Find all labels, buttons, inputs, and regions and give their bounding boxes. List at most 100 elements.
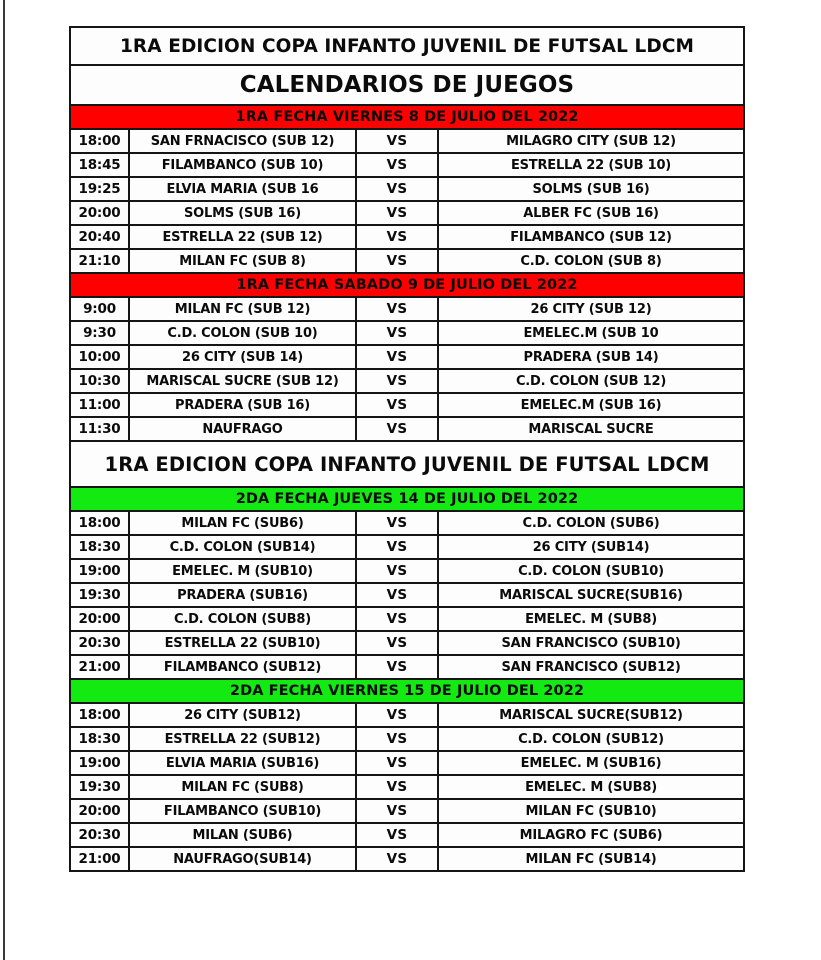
game-time: 18:30 <box>69 726 130 752</box>
table-row: 20:00 C.D. COLON (SUB8) VS EMELEC. M (SUB8) <box>69 606 746 632</box>
table-row: 19:00 ELVIA MARIA (SUB16) VS EMELEC. M (SUB… <box>69 750 746 776</box>
vs-label: VS <box>355 726 439 752</box>
home-team: PRADERA (SUB 16) <box>128 392 357 418</box>
away-team: C.D. COLON (SUB 12) <box>436 368 746 394</box>
tournament-title: 1RA EDICION COPA INFANTO JUVENIL DE FUTS… <box>68 26 746 66</box>
home-team: FILAMBANCO (SUB10) <box>128 798 357 824</box>
away-team: EMELEC. M (SUB16) <box>436 750 746 776</box>
calendar-subtitle: CALENDARIOS DE JUEGOS <box>68 64 746 106</box>
home-team: EMELEC. M (SUB10) <box>128 558 357 584</box>
table-row: 10:00 26 CITY (SUB 14) VS PRADERA (SUB 14) <box>69 344 746 370</box>
vs-label: VS <box>355 344 439 370</box>
vs-label: VS <box>355 176 439 202</box>
table-row: 11:00 PRADERA (SUB 16) VS EMELEC.M (SUB 16) <box>69 392 746 418</box>
game-time: 11:00 <box>69 392 130 418</box>
vs-label: VS <box>355 200 439 226</box>
vs-label: VS <box>355 128 439 154</box>
vs-label: VS <box>355 152 439 178</box>
home-team: MARISCAL SUCRE (SUB 12) <box>128 368 357 394</box>
fecha-header-row: 2DA FECHA VIERNES 15 DE JULIO DEL 2022 <box>68 678 746 704</box>
away-team: C.D. COLON (SUB12) <box>436 726 746 752</box>
fecha-header-2: 1RA FECHA SABADO 9 DE JULIO DEL 2022 <box>68 272 746 298</box>
vs-label: VS <box>355 224 439 250</box>
table-row: 18:00 26 CITY (SUB12) VS MARISCAL SUCRE(SUB… <box>69 702 746 728</box>
vs-label: VS <box>355 630 439 656</box>
vs-label: VS <box>355 774 439 800</box>
vs-label: VS <box>355 510 439 536</box>
game-time: 19:30 <box>69 582 130 608</box>
table-row: 21:00 FILAMBANCO (SUB12) VS SAN FRANCISCO (… <box>69 654 746 680</box>
page-edge-line <box>3 0 5 960</box>
table-row: 18:30 ESTRELLA 22 (SUB12) VS C.D. COLON (SU… <box>69 726 746 752</box>
home-team: ELVIA MARIA (SUB16) <box>128 750 357 776</box>
fecha-header-3: 2DA FECHA JUEVES 14 DE JULIO DEL 2022 <box>68 486 746 512</box>
tournament-title-repeat: 1RA EDICION COPA INFANTO JUVENIL DE FUTS… <box>68 440 746 488</box>
table-row: 18:00 MILAN FC (SUB6) VS C.D. COLON (SUB6) <box>69 510 746 536</box>
table-row: 19:00 EMELEC. M (SUB10) VS C.D. COLON (SUB1… <box>69 558 746 584</box>
game-time: 10:30 <box>69 368 130 394</box>
table-row: 10:30 MARISCAL SUCRE (SUB 12) VS C.D. COLON… <box>69 368 746 394</box>
game-time: 19:00 <box>69 750 130 776</box>
away-team: 26 CITY (SUB14) <box>436 534 746 560</box>
game-time: 9:00 <box>69 296 130 322</box>
schedule-sheet: 1RA EDICION COPA INFANTO JUVENIL DE FUTS… <box>68 26 746 872</box>
title-mid-row: 1RA EDICION COPA INFANTO JUVENIL DE FUTS… <box>68 440 746 488</box>
away-team: EMELEC.M (SUB 10 <box>436 320 746 346</box>
vs-label: VS <box>355 320 439 346</box>
vs-label: VS <box>355 702 439 728</box>
title-main-row: 1RA EDICION COPA INFANTO JUVENIL DE FUTS… <box>68 26 746 66</box>
home-team: C.D. COLON (SUB 10) <box>128 320 357 346</box>
home-team: NAUFRAGO <box>128 416 357 442</box>
home-team: C.D. COLON (SUB14) <box>128 534 357 560</box>
home-team: MILAN FC (SUB8) <box>128 774 357 800</box>
away-team: ALBER FC (SUB 16) <box>436 200 746 226</box>
game-time: 20:00 <box>69 606 130 632</box>
fecha-header-row: 1RA FECHA VIERNES 8 DE JULIO DEL 2022 <box>68 104 746 130</box>
away-team: C.D. COLON (SUB10) <box>436 558 746 584</box>
home-team: 26 CITY (SUB 14) <box>128 344 357 370</box>
vs-label: VS <box>355 798 439 824</box>
home-team: SAN FRNACISCO (SUB 12) <box>128 128 357 154</box>
table-row: 20:00 FILAMBANCO (SUB10) VS MILAN FC (SUB10… <box>69 798 746 824</box>
vs-label: VS <box>355 558 439 584</box>
away-team: SOLMS (SUB 16) <box>436 176 746 202</box>
home-team: MILAN (SUB6) <box>128 822 357 848</box>
vs-label: VS <box>355 606 439 632</box>
vs-label: VS <box>355 750 439 776</box>
game-time: 10:00 <box>69 344 130 370</box>
fecha-header-1: 1RA FECHA VIERNES 8 DE JULIO DEL 2022 <box>68 104 746 130</box>
table-row: 18:30 C.D. COLON (SUB14) VS 26 CITY (SUB14) <box>69 534 746 560</box>
away-team: C.D. COLON (SUB6) <box>436 510 746 536</box>
away-team: C.D. COLON (SUB 8) <box>436 248 746 274</box>
game-time: 18:00 <box>69 128 130 154</box>
home-team: ESTRELLA 22 (SUB 12) <box>128 224 357 250</box>
vs-label: VS <box>355 296 439 322</box>
table-row: 21:00 NAUFRAGO(SUB14) VS MILAN FC (SUB14) <box>69 846 746 872</box>
table-row: 11:30 NAUFRAGO VS MARISCAL SUCRE <box>69 416 746 442</box>
away-team: MARISCAL SUCRE <box>436 416 746 442</box>
vs-label: VS <box>355 416 439 442</box>
home-team: FILAMBANCO (SUB12) <box>128 654 357 680</box>
away-team: MARISCAL SUCRE(SUB12) <box>436 702 746 728</box>
vs-label: VS <box>355 654 439 680</box>
game-time: 20:00 <box>69 798 130 824</box>
table-row: 19:30 MILAN FC (SUB8) VS EMELEC. M (SUB8) <box>69 774 746 800</box>
away-team: MILAGRO FC (SUB6) <box>436 822 746 848</box>
fecha-header-4: 2DA FECHA VIERNES 15 DE JULIO DEL 2022 <box>68 678 746 704</box>
vs-label: VS <box>355 846 439 872</box>
fecha-header-row: 2DA FECHA JUEVES 14 DE JULIO DEL 2022 <box>68 486 746 512</box>
home-team: NAUFRAGO(SUB14) <box>128 846 357 872</box>
home-team: ELVIA MARIA (SUB 16 <box>128 176 357 202</box>
game-time: 18:00 <box>69 510 130 536</box>
vs-label: VS <box>355 582 439 608</box>
table-row: 20:40 ESTRELLA 22 (SUB 12) VS FILAMBANCO (S… <box>69 224 746 250</box>
away-team: EMELEC.M (SUB 16) <box>436 392 746 418</box>
game-time: 19:30 <box>69 774 130 800</box>
fecha-header-row: 1RA FECHA SABADO 9 DE JULIO DEL 2022 <box>68 272 746 298</box>
away-team: ESTRELLA 22 (SUB 10) <box>436 152 746 178</box>
game-time: 18:45 <box>69 152 130 178</box>
table-row: 19:30 PRADERA (SUB16) VS MARISCAL SUCRE(SUB… <box>69 582 746 608</box>
table-row: 18:45 FILAMBANCO (SUB 10) VS ESTRELLA 22 (S… <box>69 152 746 178</box>
away-team: FILAMBANCO (SUB 12) <box>436 224 746 250</box>
away-team: MILAN FC (SUB14) <box>436 846 746 872</box>
